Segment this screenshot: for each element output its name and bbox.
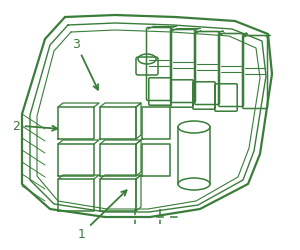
Text: 2: 2 [12,120,57,132]
Text: 1: 1 [78,190,127,240]
Text: 3: 3 [72,38,98,90]
